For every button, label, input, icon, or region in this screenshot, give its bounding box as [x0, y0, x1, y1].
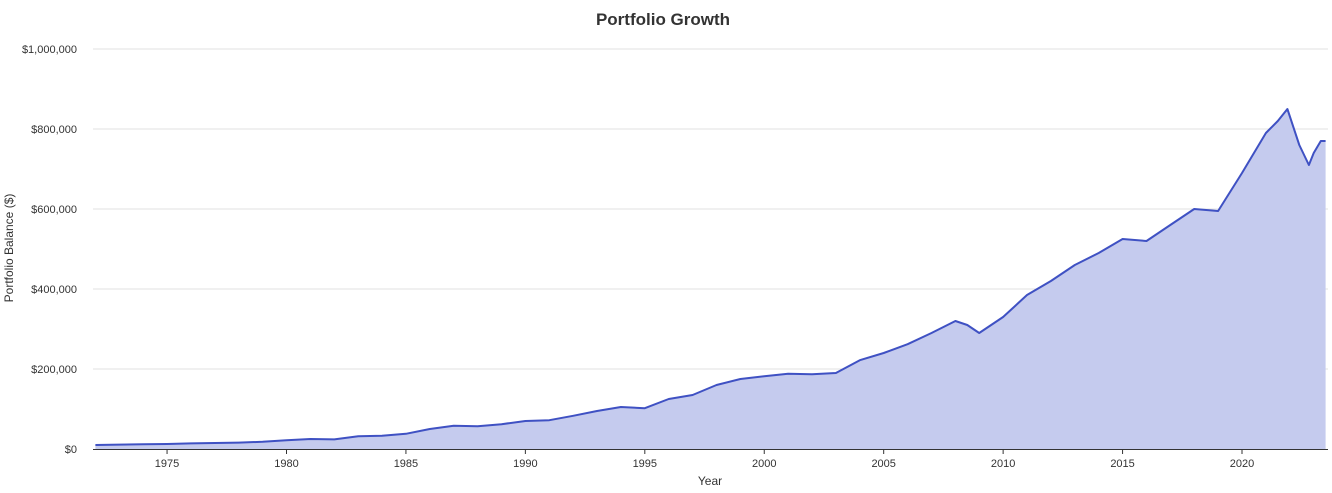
- area-fill: [95, 109, 1326, 449]
- y-tick-label: $0: [65, 444, 77, 456]
- y-tick-label: $1,000,000: [22, 44, 77, 56]
- x-tick-label: 2020: [1230, 458, 1254, 470]
- y-tick-label: $600,000: [31, 204, 77, 216]
- series-line: [95, 108, 1326, 446]
- y-axis-label: Portfolio Balance ($): [2, 194, 16, 303]
- y-tick-label: $400,000: [31, 284, 77, 296]
- x-tick-label: 2000: [752, 458, 776, 470]
- x-tick-label: 1990: [513, 458, 537, 470]
- x-tick-label: 2005: [871, 458, 895, 470]
- y-tick-label: $200,000: [31, 364, 77, 376]
- x-tick-label: 1985: [394, 458, 418, 470]
- x-axis: 1975 1980 1985 1990 1995 2000 2005 2010 2015 2020: [93, 449, 1328, 470]
- plot-area: [95, 108, 1326, 449]
- x-tick-label: 1980: [274, 458, 298, 470]
- y-axis-ticks: $0 $200,000 $400,000 $600,000 $800,000 $1,000…: [22, 44, 77, 456]
- x-tick-label: 1975: [155, 458, 179, 470]
- chart-title: Portfolio Growth: [596, 10, 730, 29]
- x-axis-label: Year: [698, 474, 722, 488]
- x-tick-label: 2015: [1110, 458, 1134, 470]
- x-tick-label: 2010: [991, 458, 1015, 470]
- y-tick-label: $800,000: [31, 124, 77, 136]
- x-tick-label: 1995: [633, 458, 657, 470]
